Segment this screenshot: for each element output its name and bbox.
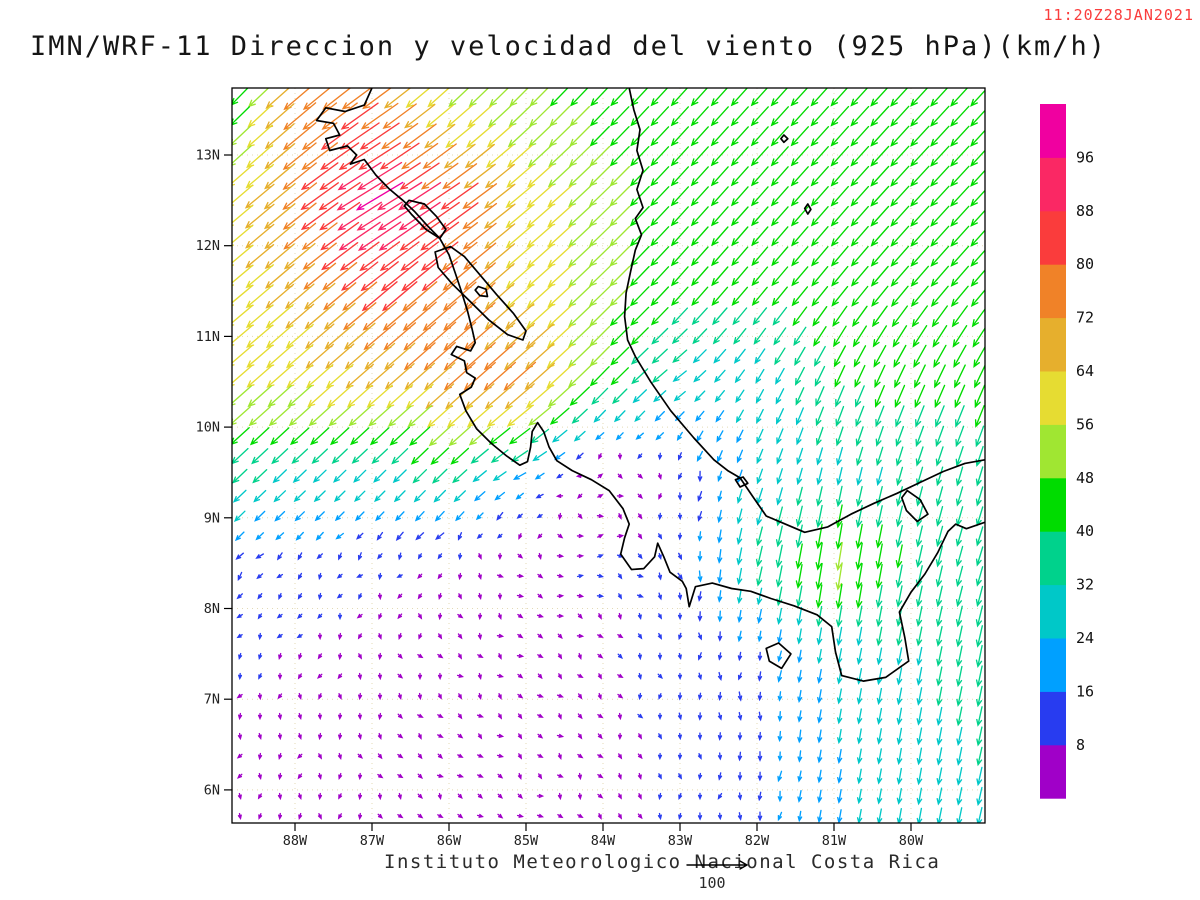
lat-tick-label: 11N xyxy=(196,329,220,345)
lon-tick-label: 81W xyxy=(822,833,847,849)
colorbar-block xyxy=(1040,104,1066,158)
lon-tick-label: 88W xyxy=(283,833,308,849)
lat-tick-label: 12N xyxy=(196,238,220,254)
lat-tick-label: 10N xyxy=(196,420,220,436)
colorbar-block xyxy=(1040,424,1066,479)
colorbar-labels: 8 16 24 32 40 48 56 64 72 80 88 96 xyxy=(1076,148,1094,753)
lake-nicaragua xyxy=(434,245,527,341)
colorbar-block xyxy=(1040,317,1066,372)
colorbar-label: 48 xyxy=(1076,469,1094,487)
lon-tick-label: 87W xyxy=(360,833,385,849)
colorbar-block xyxy=(1040,531,1066,586)
colorbar-label: 72 xyxy=(1076,309,1094,327)
colorbar-label: 16 xyxy=(1076,682,1094,700)
colorbar-block xyxy=(1040,210,1066,265)
pacific-coast xyxy=(315,88,985,682)
colorbar-label: 24 xyxy=(1076,629,1094,647)
colorbar-label: 96 xyxy=(1076,148,1094,166)
lat-tick-label: 6N xyxy=(204,782,220,798)
lat-tick-label: 9N xyxy=(204,510,220,526)
colorbar-label: 40 xyxy=(1076,522,1094,540)
lon-tick-label: 85W xyxy=(514,833,539,849)
valid-timestamp: 11:20Z28JAN2021 xyxy=(1043,6,1194,24)
colorbar-label: 32 xyxy=(1076,576,1094,594)
lon-tick-label: 84W xyxy=(591,833,616,849)
lat-axis-labels: 13N 12N 11N 10N 9N 8N 7N 6N xyxy=(196,148,220,799)
colorbar-block xyxy=(1040,371,1066,425)
providencia-island xyxy=(780,134,789,144)
coiba-island xyxy=(765,642,792,670)
colorbar-block xyxy=(1040,157,1066,212)
colorbar-label: 56 xyxy=(1076,415,1094,433)
wind-vectors xyxy=(232,88,985,823)
san-andres-island xyxy=(803,203,812,215)
chart-title: IMN/WRF-11 Direccion y velocidad del vie… xyxy=(30,31,1108,62)
lon-axis-labels: 88W 87W 86W 85W 84W 83W 82W 81W 80W xyxy=(283,833,924,849)
lon-tick-label: 82W xyxy=(745,833,770,849)
colorbar-label: 64 xyxy=(1076,362,1094,380)
gatun-lake xyxy=(900,489,929,523)
colorbar-block xyxy=(1040,638,1066,692)
colorbar-block xyxy=(1040,744,1066,799)
colorbar-block xyxy=(1040,477,1066,532)
colorbar xyxy=(1040,104,1066,799)
ometepe-island xyxy=(474,285,489,298)
lake-managua xyxy=(403,199,447,240)
colorbar-block xyxy=(1040,264,1066,319)
caribbean-coast xyxy=(623,88,985,534)
lat-tick-label: 13N xyxy=(196,148,220,164)
colorbar-block xyxy=(1040,584,1066,639)
grid-lines xyxy=(232,88,985,823)
lat-tick-label: 7N xyxy=(204,692,220,708)
footer-credit: Instituto Meteorologico Nacional Costa R… xyxy=(384,851,941,873)
colorbar-label: 80 xyxy=(1076,255,1094,273)
axes xyxy=(224,87,986,831)
lon-tick-label: 80W xyxy=(899,833,924,849)
colorbar-label: 8 xyxy=(1076,736,1085,754)
reference-vector-label: 100 xyxy=(698,874,726,892)
colorbar-label: 88 xyxy=(1076,202,1094,220)
lon-tick-label: 83W xyxy=(668,833,693,849)
lon-tick-label: 86W xyxy=(437,833,462,849)
colorbar-block xyxy=(1040,691,1066,746)
bocas-islands xyxy=(734,476,749,488)
coastline xyxy=(315,88,985,682)
lat-tick-label: 8N xyxy=(204,601,220,617)
reference-vector xyxy=(686,860,749,870)
